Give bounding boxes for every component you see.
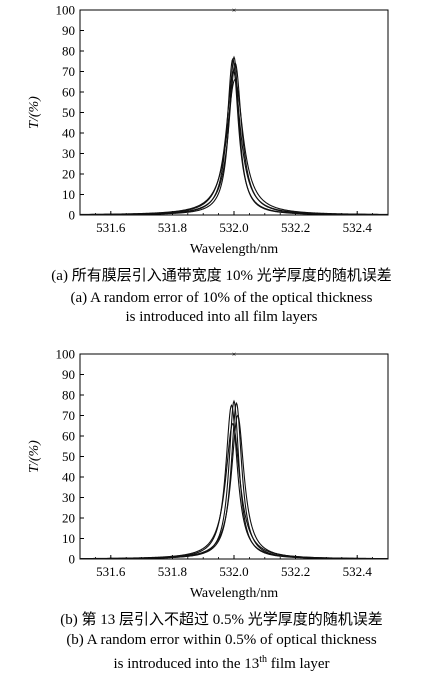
series-line [80,414,388,560]
y-tick-label: 20 [62,167,75,182]
chart-panel-a: 0 10 20 30 40 50 60 70 80 90 100 531.6 531.8 532.0 532… [27,3,389,257]
caption-b-en-line2: is introduced into the 13th film layer [0,650,443,674]
x-tick-label: 531.8 [158,564,187,579]
top-center-marker: × [232,350,237,359]
y-tick-label: 100 [56,3,76,18]
series-line [80,79,388,215]
y-tick-label: 80 [62,388,75,403]
caption-a-en-line2: is introduced into all film layers [125,309,318,325]
y-tick-label: 100 [56,347,76,362]
x-tick-label: 532.0 [219,564,248,579]
caption-a-cn: (a) 所有膜层引入通带宽度 10% 光学厚度的随机误差 [51,268,392,284]
y-tick-label: 40 [62,470,75,485]
chart-panel-b: 0 10 20 30 40 50 60 70 80 90 100 531.6 531.8 532.0 532… [27,347,389,601]
y-tick-label: 0 [69,208,76,223]
y-tick-label: 50 [62,105,75,120]
series-line [79,62,389,216]
caption-a-en-line1: (a) A random error of 10% of the optical… [70,290,373,306]
x-tick-label: 532.2 [281,564,310,579]
top-center-marker: × [232,6,237,15]
y-tick-label: 0 [69,552,76,567]
x-axis-label: Wavelength/nm [190,586,278,601]
y-tick-label: 80 [62,44,75,59]
y-tick-label: 20 [62,511,75,526]
caption-b-en-superscript: th [259,654,268,665]
x-tick-label: 531.6 [96,220,126,235]
series-line [80,422,388,560]
y-tick-label: 10 [62,531,75,546]
y-tick-label: 90 [62,367,75,382]
x-tick-label: 532.4 [343,564,373,579]
y-axis-label: T/(%) [27,96,42,129]
x-tick-label: 531.8 [158,220,187,235]
y-tick-label: 60 [62,85,75,100]
x-axis-label: Wavelength/nm [190,242,278,257]
series-line [79,70,388,216]
caption-b-en-part2: film layer [267,656,330,672]
y-tick-label: 10 [62,187,75,202]
x-tick-label: 532.2 [281,220,310,235]
y-axis-label: T/(%) [27,440,42,473]
caption-b-en-line1: (b) A random error within 0.5% of optica… [66,632,377,648]
x-tick-label: 531.6 [96,564,126,579]
x-tick-label: 532.0 [219,220,248,235]
x-tick-label: 532.4 [343,220,373,235]
caption-b-en-part1: is introduced into the 13 [113,656,260,672]
y-tick-label: 70 [62,408,75,423]
y-tick-label: 30 [62,490,75,505]
caption-b-cn: (b) 第 13 层引入不超过 0.5% 光学厚度的随机误差 [60,612,383,628]
y-tick-label: 90 [62,23,75,38]
y-tick-label: 40 [62,126,75,141]
plot-frame [79,353,389,560]
y-tick-label: 60 [62,429,75,444]
y-tick-label: 50 [62,449,75,464]
y-tick-label: 70 [62,64,75,79]
y-tick-label: 30 [62,146,75,161]
plot-frame [79,9,389,216]
